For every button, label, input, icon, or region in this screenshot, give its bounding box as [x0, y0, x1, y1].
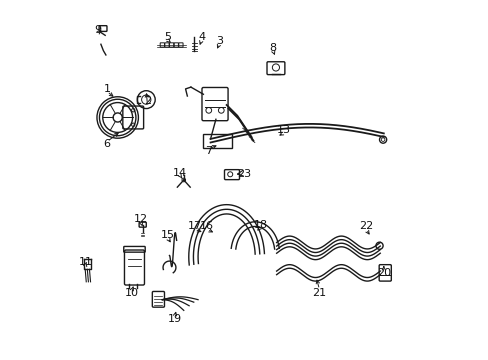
Text: 9: 9: [94, 25, 102, 35]
Text: 1: 1: [103, 84, 110, 94]
Text: 18: 18: [253, 220, 267, 230]
Text: 17: 17: [187, 221, 201, 231]
Bar: [203, 134, 231, 148]
Text: 12: 12: [134, 214, 148, 224]
Text: 11: 11: [79, 257, 92, 267]
Text: 23: 23: [236, 168, 250, 179]
Text: 20: 20: [376, 268, 390, 278]
Text: 21: 21: [312, 288, 326, 297]
Text: 16: 16: [200, 221, 214, 231]
Text: 10: 10: [125, 288, 139, 297]
Text: 4: 4: [198, 32, 205, 42]
Text: 22: 22: [358, 221, 372, 231]
Text: 15: 15: [161, 230, 174, 240]
Text: 2: 2: [143, 96, 151, 107]
Text: 8: 8: [269, 43, 276, 53]
Text: 14: 14: [173, 168, 187, 178]
Text: 13: 13: [276, 125, 290, 135]
Text: 19: 19: [167, 314, 182, 324]
Text: 5: 5: [164, 32, 171, 42]
Text: 7: 7: [205, 147, 212, 157]
Text: 6: 6: [103, 139, 110, 149]
Text: 3: 3: [216, 36, 223, 46]
